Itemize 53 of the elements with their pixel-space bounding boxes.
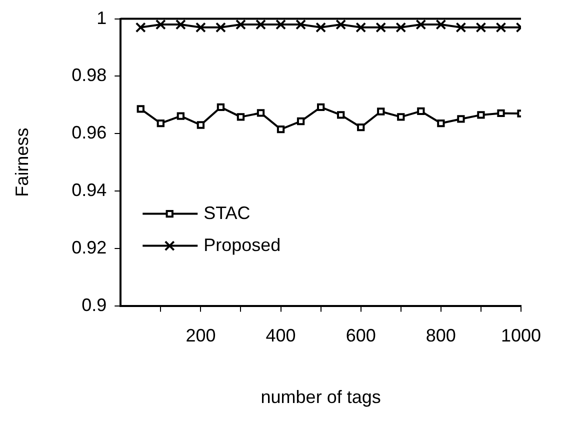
point — [176, 112, 185, 120]
point — [316, 22, 326, 33]
point — [196, 121, 205, 129]
point — [215, 22, 226, 33]
point — [236, 113, 245, 121]
point — [316, 103, 325, 112]
point — [296, 117, 305, 126]
y-tick-label: 1 — [96, 8, 107, 28]
point — [456, 22, 466, 33]
point — [416, 19, 426, 30]
point — [397, 113, 405, 121]
point — [356, 22, 366, 33]
legend-label: Proposed — [204, 234, 281, 255]
point — [477, 111, 485, 119]
point — [457, 115, 465, 123]
y-axis-title: Fairness — [12, 128, 32, 197]
x-tick-label: 1000 — [500, 326, 542, 346]
point — [336, 19, 346, 30]
point — [256, 109, 265, 117]
x-axis-title: number of tags — [260, 387, 381, 408]
point — [276, 19, 286, 30]
legend-label: STAC — [204, 202, 250, 223]
point — [135, 22, 146, 33]
point — [216, 103, 225, 112]
point — [377, 108, 385, 116]
x-tick-label: 400 — [266, 326, 296, 346]
point — [417, 107, 425, 116]
point — [337, 111, 345, 119]
point — [357, 123, 365, 132]
y-tick-label: 0.92 — [72, 237, 107, 258]
point — [155, 19, 166, 30]
x-tick-label: 600 — [346, 326, 376, 346]
point — [497, 109, 505, 118]
point — [256, 19, 266, 30]
point — [437, 119, 445, 128]
y-tick-label: 0.96 — [72, 122, 107, 143]
y-tick-label: 0.9 — [82, 294, 107, 315]
point — [396, 22, 406, 33]
point — [476, 22, 486, 33]
point — [496, 22, 506, 33]
y-tick-label: 0.94 — [72, 180, 107, 200]
point — [436, 19, 446, 30]
point — [136, 105, 144, 113]
x-tick-label: 200 — [186, 326, 216, 346]
point — [156, 119, 164, 128]
y-tick-label: 0.98 — [72, 65, 107, 86]
point — [376, 22, 386, 33]
point — [296, 19, 306, 30]
point — [236, 19, 246, 30]
x-tick-label: 800 — [426, 326, 456, 346]
point — [175, 19, 186, 30]
point — [276, 125, 285, 134]
point — [195, 22, 206, 33]
